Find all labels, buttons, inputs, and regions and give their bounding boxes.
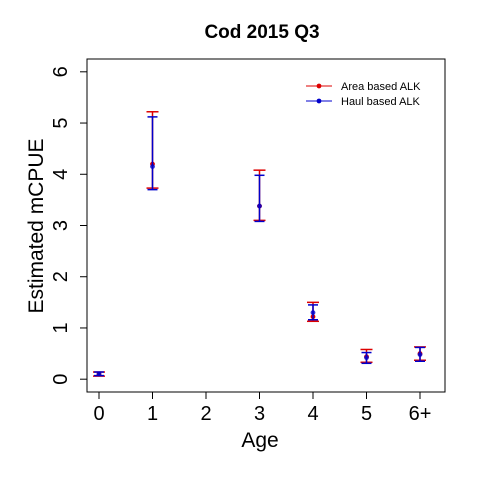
x-axis-label: Age	[241, 429, 278, 452]
x-tick-label: 4	[307, 403, 318, 425]
legend-label: Haul based ALK	[341, 96, 421, 108]
data-point	[257, 203, 262, 209]
y-tick-label: 4	[50, 169, 72, 180]
y-axis-label: Estimated mCPUE	[25, 138, 48, 313]
y-tick-label: 5	[50, 117, 72, 128]
legend-label: Area based ALK	[341, 81, 421, 93]
y-tick-label: 0	[50, 374, 72, 385]
chart-marks	[93, 111, 426, 377]
x-tick-label: 3	[254, 403, 265, 425]
data-point	[150, 164, 155, 169]
y-tick-label: 2	[50, 271, 72, 282]
x-tick-label: 1	[147, 403, 158, 425]
data-point	[96, 371, 102, 377]
data-point	[310, 310, 316, 315]
x-tick-label: 5	[361, 403, 372, 425]
chart-title: Cod 2015 Q3	[204, 22, 319, 43]
plot-frame	[86, 58, 446, 393]
series-2	[94, 116, 425, 377]
series-1	[93, 111, 426, 377]
legend-marker	[316, 83, 322, 89]
y-tick-label: 3	[50, 220, 72, 231]
x-tick-label: 2	[200, 403, 211, 425]
y-tick-label: 1	[50, 322, 72, 333]
legend-marker	[316, 98, 322, 104]
x-tick-label: 0	[93, 403, 104, 425]
legend: Area based ALK Haul based ALK	[306, 81, 421, 108]
data-point	[364, 355, 369, 361]
axes: 0 1 2 3 4 5 6+ 0 1 2 3 4 5 6	[50, 66, 431, 425]
y-tick-label: 6	[50, 66, 72, 77]
data-point	[417, 352, 423, 358]
x-tick-label: 6+	[409, 403, 432, 425]
